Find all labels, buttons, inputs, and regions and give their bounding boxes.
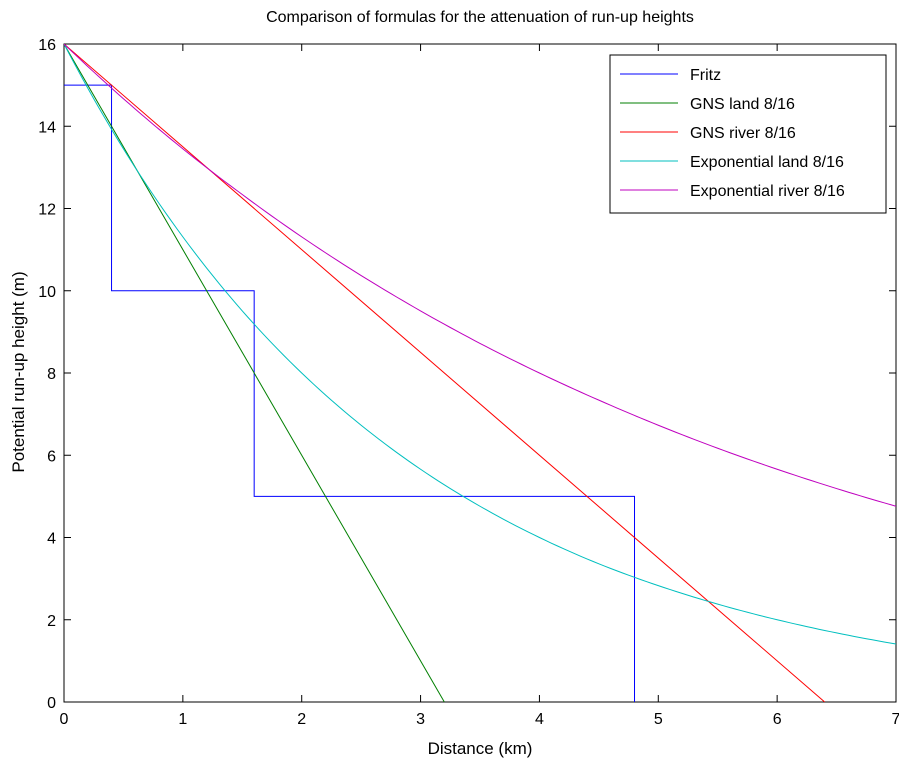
x-tick-label: 7 bbox=[892, 711, 899, 728]
series-line-1 bbox=[64, 84, 636, 702]
x-tick-label: 4 bbox=[535, 711, 544, 728]
y-tick-label: 10 bbox=[38, 284, 56, 301]
x-axis-label: Distance (km) bbox=[428, 739, 533, 758]
x-tick-label: 0 bbox=[60, 711, 69, 728]
x-tick-label: 2 bbox=[297, 711, 306, 728]
series-line-5 bbox=[64, 44, 896, 507]
legend-label-3: GNS river 8/16 bbox=[690, 125, 796, 142]
series-line-2 bbox=[64, 44, 445, 702]
legend-label-2: GNS land 8/16 bbox=[690, 96, 795, 113]
y-tick-label: 4 bbox=[47, 531, 56, 548]
legend-label-1: Fritz bbox=[690, 67, 721, 84]
x-tick-label: 6 bbox=[773, 711, 782, 728]
legend-label-4: Exponential land 8/16 bbox=[690, 154, 844, 171]
series-line-3 bbox=[64, 44, 826, 702]
chart-title: Comparison of formulas for the attenuati… bbox=[266, 9, 694, 26]
legend-label-5: Exponential river 8/16 bbox=[690, 183, 845, 200]
x-tick-label: 5 bbox=[654, 711, 663, 728]
y-tick-label: 6 bbox=[47, 448, 56, 465]
y-tick-label: 0 bbox=[47, 695, 56, 712]
y-tick-label: 12 bbox=[38, 202, 56, 219]
y-tick-label: 8 bbox=[47, 366, 56, 383]
y-axis-label: Potential run-up height (m) bbox=[9, 271, 28, 472]
y-tick-label: 2 bbox=[47, 613, 56, 630]
x-tick-label: 1 bbox=[178, 711, 187, 728]
legend-box bbox=[609, 54, 887, 214]
series-group bbox=[64, 44, 896, 702]
y-tick-label: 14 bbox=[38, 119, 56, 136]
series-line-4 bbox=[64, 44, 896, 645]
x-tick-label: 3 bbox=[416, 711, 425, 728]
y-tick-label: 16 bbox=[38, 37, 56, 54]
legend: Fritz GNS land 8/16 GNS river 8/16 Exponent… bbox=[609, 54, 887, 214]
